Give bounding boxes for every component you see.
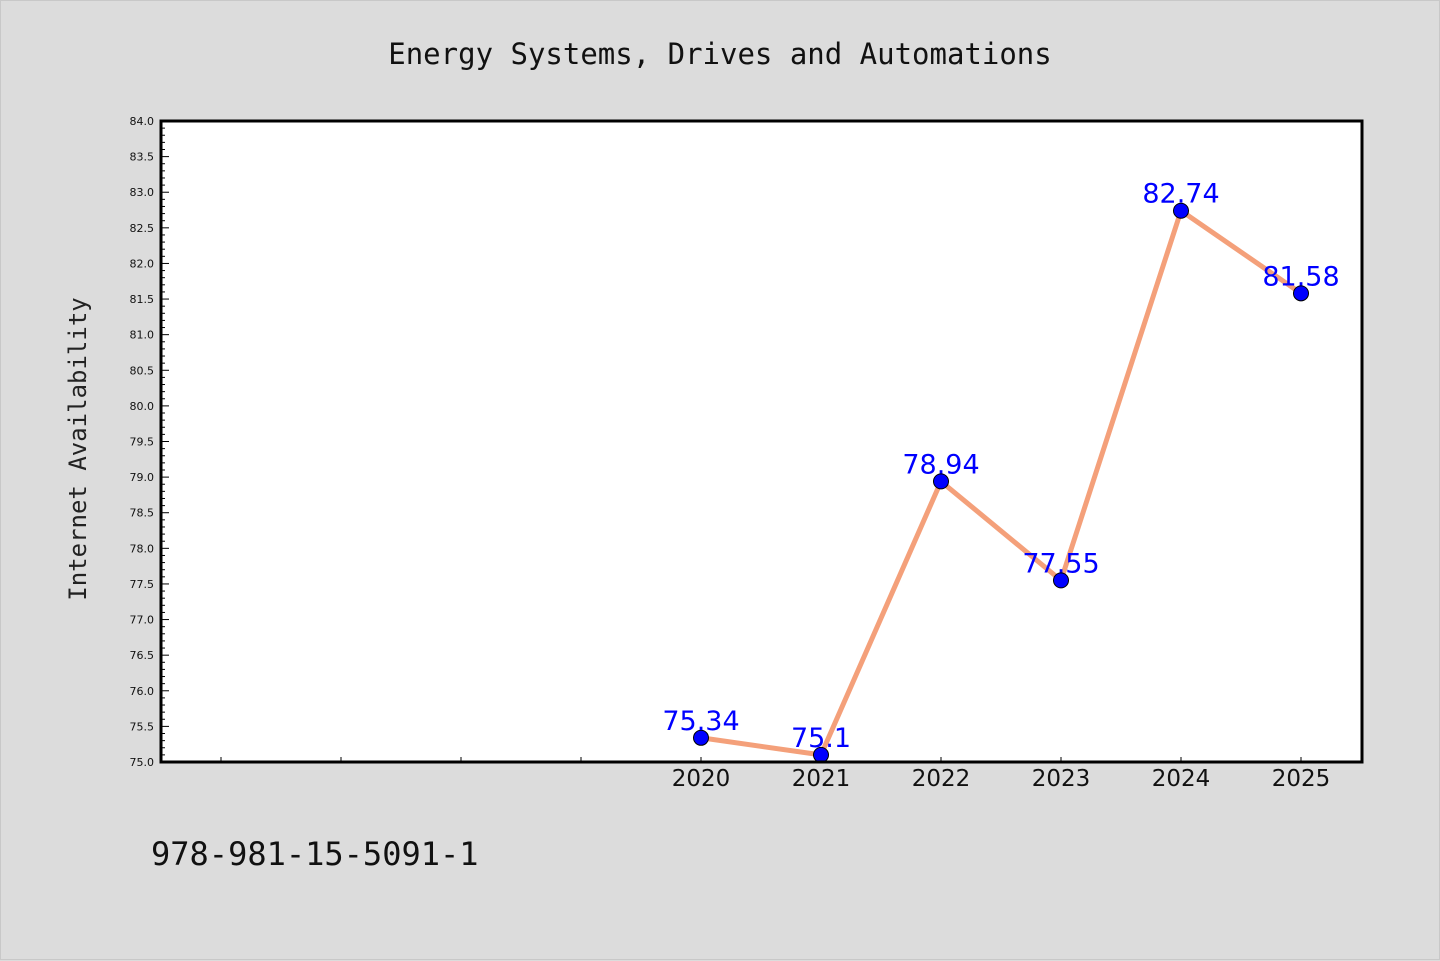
y-tick-label: 80.5 (130, 364, 155, 377)
data-label: 77.55 (1022, 548, 1099, 579)
y-tick-label: 75.5 (130, 720, 155, 733)
data-label: 81.58 (1262, 261, 1339, 292)
data-point (933, 473, 949, 490)
y-tick-label: 83.0 (130, 186, 155, 199)
series-layer (693, 202, 1309, 763)
y-tick-label: 75.0 (130, 756, 155, 769)
y-tick-label: 83.5 (130, 151, 155, 164)
y-tick-label: 79.5 (130, 436, 155, 449)
plot-area (161, 121, 1362, 762)
data-label: 75.1 (791, 723, 851, 754)
y-tick-label: 76.5 (130, 649, 155, 662)
y-tick-label: 80.0 (130, 400, 155, 413)
series-line (698, 208, 1304, 758)
x-tick-label: 2022 (912, 766, 971, 792)
plot-frame (159, 119, 1364, 764)
x-tick-label: 2025 (1272, 766, 1331, 792)
x-tick-label: 2021 (792, 766, 851, 792)
y-tick-label: 78.5 (130, 507, 155, 520)
y-tick-label: 78.0 (130, 542, 155, 555)
x-tick-label: 2024 (1152, 766, 1211, 792)
data-point (1293, 285, 1309, 302)
data-label: 82.74 (1142, 179, 1219, 210)
data-labels: 75.34 75.1 78.94 77.55 82.74 81.58 (662, 179, 1339, 754)
y-tick-label: 82.5 (130, 222, 155, 235)
isbn-footer: 978-981-15-5091-1 (151, 835, 479, 873)
y-tick-label: 77.0 (130, 614, 155, 627)
y-tick-label: 79.0 (130, 471, 155, 484)
data-point (1173, 202, 1189, 219)
y-axis-label: Internet Availability (64, 297, 92, 600)
data-point (1053, 572, 1069, 589)
y-tick-label: 81.0 (130, 329, 155, 342)
y-tick-label: 77.5 (130, 578, 155, 591)
y-tick-label: 84.0 (130, 115, 155, 128)
chart-title: Energy Systems, Drives and Automations (388, 37, 1051, 71)
x-tick-label: 2020 (672, 766, 731, 792)
y-tick-label: 81.5 (130, 293, 155, 306)
data-point (693, 729, 709, 746)
data-label: 78.94 (902, 449, 979, 480)
y-tick-label: 82.0 (130, 257, 155, 270)
data-label: 75.34 (662, 706, 739, 737)
y-tick-label: 76.0 (130, 685, 155, 698)
x-tick-label: 2023 (1032, 766, 1091, 792)
